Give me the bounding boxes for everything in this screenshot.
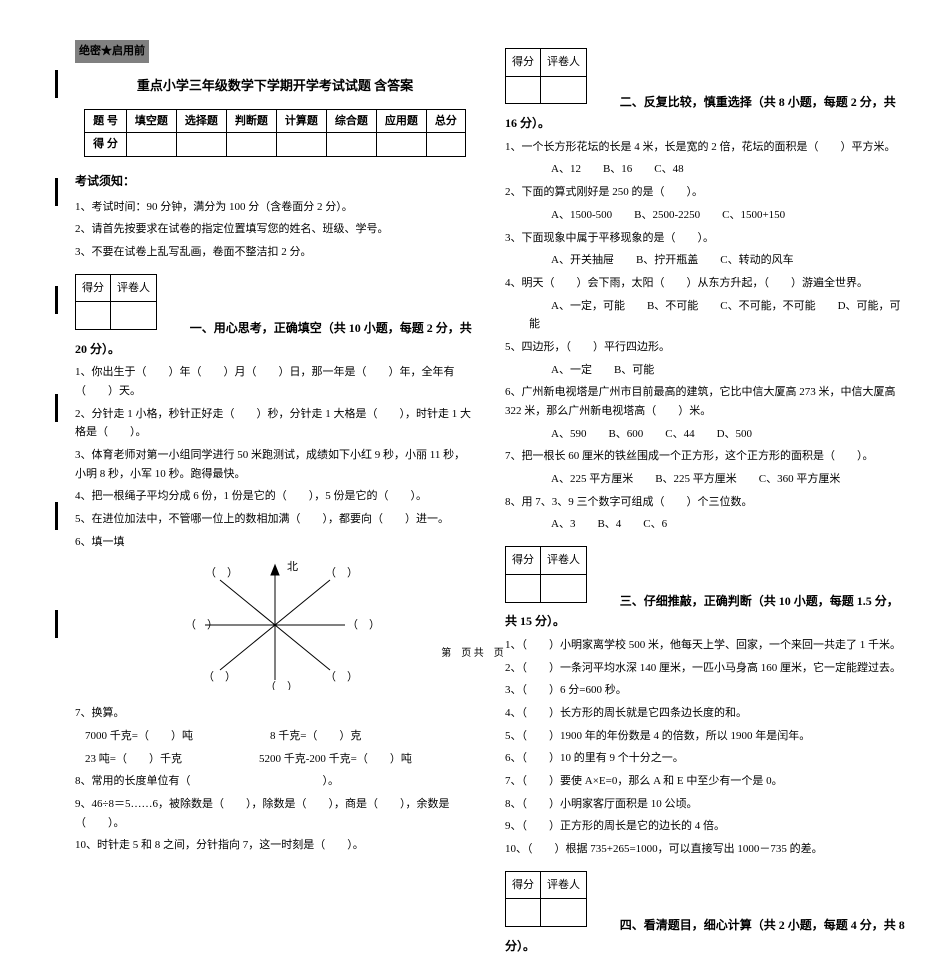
th-num: 题 号 (85, 109, 127, 133)
opt-line: A、1500-500 B、2500-2250 C、1500+150 (505, 206, 905, 225)
section-score-box: 得分 评卷人 (505, 546, 587, 602)
sb-blank (541, 76, 587, 104)
sb-grader: 评卷人 (111, 274, 157, 302)
q-line: 7、把一根长 60 厘米的铁丝围成一个正方形，这个正方形的面积是（ ）。 (505, 447, 905, 466)
q-line: 7、换算。 (75, 704, 475, 723)
q-line: 5、（ ）1900 年的年份数是 4 的倍数，所以 1900 年是闰年。 (505, 727, 905, 746)
sb-blank (541, 899, 587, 927)
q-line: 3、体育老师对第一小组同学进行 50 米跑测试，成绩如下小红 9 秒，小丽 11… (75, 446, 475, 483)
q-line: 6、（ ）10 的里有 9 个十分之一。 (505, 749, 905, 768)
q-line: 2、（ ）一条河平均水深 140 厘米，一匹小马身高 160 厘米，它一定能蹚过… (505, 659, 905, 678)
th-judge: 判断题 (226, 109, 276, 133)
q-sub-line: 23 吨=（ ）千克 5200 千克-200 千克=（ ）吨 (75, 750, 475, 769)
opt-line: A、12 B、16 C、48 (505, 160, 905, 179)
compass-diagram: 北 （ ） （ ） （ ） （ ） （ ） （ ） （ ） (75, 560, 475, 697)
td-blank (276, 133, 326, 157)
q-line: 8、常用的长度单位有（ ）。 (75, 772, 475, 791)
sb-blank (506, 899, 541, 927)
td-blank (426, 133, 465, 157)
sb-score: 得分 (506, 871, 541, 899)
compass-north-label: 北 (287, 560, 298, 573)
sb-blank (541, 574, 587, 602)
opt-line: A、一定 B、可能 (505, 361, 905, 380)
td-blank (126, 133, 176, 157)
q-line: 6、广州新电视塔是广州市目前最高的建筑，它比中信大厦高 273 米，中信大厦高 … (505, 383, 905, 420)
svg-text:（ ）: （ ） (325, 566, 358, 579)
page: 绝密★启用前 重点小学三年级数学下学期开学考试试题 含答案 题 号 填空题 选择… (0, 0, 945, 977)
q-line: 1、你出生于（ ）年（ ）月（ ）日，那一年是（ ）年，全年有（ ）天。 (75, 363, 475, 400)
confidential-seal: 绝密★启用前 (75, 40, 149, 63)
td-blank (326, 133, 376, 157)
svg-text:（ ）: （ ） (265, 680, 298, 690)
notice-line: 1、考试时间：90 分钟，满分为 100 分（含卷面分 2 分）。 (75, 198, 475, 217)
opt-line: A、3 B、4 C、6 (505, 515, 905, 534)
q-line: 6、填一填 (75, 533, 475, 552)
th-total: 总分 (426, 109, 465, 133)
sb-grader: 评卷人 (541, 871, 587, 899)
q-line: 4、明天（ ）会下雨，太阳（ ）从东方升起，（ ）游遍全世界。 (505, 274, 905, 293)
left-column: 绝密★启用前 重点小学三年级数学下学期开学考试试题 含答案 题 号 填空题 选择… (75, 40, 475, 957)
q-line: 5、在进位加法中，不管哪一位上的数相加满（ ），都要向（ ）进一。 (75, 510, 475, 529)
sb-grader: 评卷人 (541, 49, 587, 77)
sb-blank (506, 76, 541, 104)
exam-title: 重点小学三年级数学下学期开学考试试题 含答案 (75, 75, 475, 97)
q-line: 8、用 7、3、9 三个数字可组成（ ）个三位数。 (505, 493, 905, 512)
q-line: 9、（ ）正方形的周长是它的边长的 4 倍。 (505, 817, 905, 836)
table-row: 得 分 (85, 133, 466, 157)
svg-text:（ ）: （ ） (185, 618, 218, 631)
q-line: 2、下面的算式刚好是 250 的是（ ）。 (505, 183, 905, 202)
q-sub-line: 7000 千克=（ ）吨 8 千克=（ ）克 (75, 727, 475, 746)
q-line: 10、时针走 5 和 8 之间，分针指向 7，这一时刻是（ ）。 (75, 836, 475, 855)
notice-line: 2、请首先按要求在试卷的指定位置填写您的姓名、班级、学号。 (75, 220, 475, 239)
q-line: 4、把一根绳子平均分成 6 份，1 份是它的（ ），5 份是它的（ ）。 (75, 487, 475, 506)
sb-blank (506, 574, 541, 602)
sb-grader: 评卷人 (541, 547, 587, 575)
section-score-box: 得分 评卷人 (505, 871, 587, 927)
th-choice: 选择题 (176, 109, 226, 133)
svg-text:（ ）: （ ） (203, 670, 236, 683)
notice-heading: 考试须知： (75, 171, 475, 191)
th-app: 应用题 (376, 109, 426, 133)
table-row: 题 号 填空题 选择题 判断题 计算题 综合题 应用题 总分 (85, 109, 466, 133)
svg-text:（ ）: （ ） (347, 618, 375, 631)
opt-line: A、一定，可能 B、不可能 C、不可能，不可能 D、可能，可能 (505, 297, 905, 334)
q-line: 3、下面现象中属于平移现象的是（ ）。 (505, 229, 905, 248)
q-line: 8、（ ）小明家客厅面积是 10 公顷。 (505, 795, 905, 814)
td-score-label: 得 分 (85, 133, 127, 157)
q-line: 2、分针走 1 小格，秒针正好走（ ）秒，分针走 1 大格是（ ），时针走 1 … (75, 405, 475, 442)
notice-line: 3、不要在试卷上乱写乱画，卷面不整洁扣 2 分。 (75, 243, 475, 262)
svg-text:（ ）: （ ） (205, 566, 238, 579)
th-comp: 综合题 (326, 109, 376, 133)
sb-blank (111, 302, 157, 330)
q-line: 3、（ ）6 分=600 秒。 (505, 681, 905, 700)
section-score-box: 得分 评卷人 (75, 274, 157, 330)
th-calc: 计算题 (276, 109, 326, 133)
binding-marks (55, 0, 58, 667)
q-line: 5、四边形，（ ）平行四边形。 (505, 338, 905, 357)
score-table: 题 号 填空题 选择题 判断题 计算题 综合题 应用题 总分 得 分 (84, 109, 466, 157)
td-blank (376, 133, 426, 157)
svg-text:（ ）: （ ） (325, 670, 358, 683)
th-fill: 填空题 (126, 109, 176, 133)
opt-line: A、开关抽屉 B、拧开瓶盖 C、转动的风车 (505, 251, 905, 270)
right-column: 得分 评卷人 二、反复比较，慎重选择（共 8 小题，每题 2 分，共 16 分）… (505, 40, 905, 957)
sb-score: 得分 (506, 547, 541, 575)
q-line: 7、（ ）要使 A×E=0，那么 A 和 E 中至少有一个是 0。 (505, 772, 905, 791)
page-footer: 第 页 共 页 (0, 644, 945, 659)
q-line: 9、46÷8＝5……6，被除数是（ ），除数是（ ），商是（ ），余数是（ ）。 (75, 795, 475, 832)
q-line: 10、（ ）根据 735+265=1000，可以直接写出 1000－735 的差… (505, 840, 905, 859)
sb-blank (76, 302, 111, 330)
opt-line: A、225 平方厘米 B、225 平方厘米 C、360 平方厘米 (505, 470, 905, 489)
opt-line: A、590 B、600 C、44 D、500 (505, 425, 905, 444)
td-blank (176, 133, 226, 157)
sb-score: 得分 (506, 49, 541, 77)
q-line: 1、一个长方形花坛的长是 4 米，长是宽的 2 倍，花坛的面积是（ ）平方米。 (505, 138, 905, 157)
section-score-box: 得分 评卷人 (505, 48, 587, 104)
sb-score: 得分 (76, 274, 111, 302)
q-line: 4、（ ）长方形的周长就是它四条边长度的和。 (505, 704, 905, 723)
td-blank (226, 133, 276, 157)
